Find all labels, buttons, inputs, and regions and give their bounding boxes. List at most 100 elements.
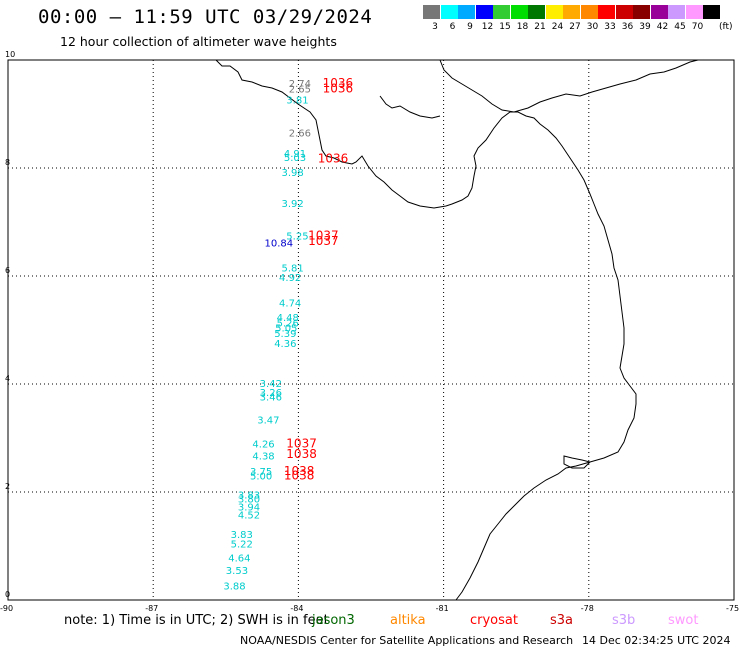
lat-lon-grid <box>8 60 734 600</box>
coastline <box>215 59 699 601</box>
legend-label: 42 <box>656 22 669 32</box>
wave-height-value: 3.47 <box>257 416 279 427</box>
legend-swatch <box>510 5 528 19</box>
legend-swatch <box>563 5 580 19</box>
wave-height-value: 2.74 <box>289 79 311 90</box>
legend-swatch <box>545 5 563 19</box>
island-outline <box>563 455 591 469</box>
legend-swatch <box>458 5 475 19</box>
wave-height-value: 2.66 <box>289 128 311 139</box>
wave-height-value: 3.42 <box>260 379 282 390</box>
legend-swatch <box>598 5 615 19</box>
map-title: 00:00 – 11:59 UTC 03/29/2024 <box>38 6 373 28</box>
lon-tick-label: -90 <box>0 604 14 613</box>
wave-height-value: 5.25 <box>286 232 308 243</box>
wave-height-value: 3.94 <box>238 503 260 514</box>
wave-height-value: 3.80 <box>238 494 260 505</box>
wave-height-value: 5.03 <box>284 153 306 164</box>
legend-label: 33 <box>604 22 616 32</box>
legend-swatch <box>440 5 458 19</box>
legend-swatch <box>615 5 633 19</box>
lon-tick-label: -84 <box>290 604 304 613</box>
wave-height-value: 3.75 <box>250 467 272 478</box>
wave-height-value: 3.98 <box>281 168 303 179</box>
legend-unit: (ft) <box>719 22 733 32</box>
legend-swatch <box>633 5 650 19</box>
satellite-label-swot: swot <box>668 613 699 628</box>
lat-tick-label: 4 <box>5 374 11 383</box>
legend-swatch <box>423 5 440 19</box>
wave-height-value: 5.26 <box>277 318 299 329</box>
wave-height-value: 5.39 <box>274 329 296 340</box>
wave-height-value: 3.26 <box>260 388 282 399</box>
satellite-label-s3b: s3b <box>612 613 636 628</box>
footer-note: note: 1) Time is in UTC; 2) SWH is in fe… <box>64 613 329 628</box>
wave-height-value: 4.64 <box>228 553 250 564</box>
legend-swatch <box>528 5 545 19</box>
wave-height-value: 3.92 <box>281 199 303 210</box>
wave-height-labels: 2.742.653.81 2.66 4.915.03 3.98 3.92 5.2510.8… <box>223 76 353 592</box>
pressure-value: 1036 <box>323 82 354 96</box>
wave-height-value: 10.84 <box>265 239 294 250</box>
wave-height-value: 5.81 <box>281 263 303 274</box>
legend-label: 39 <box>639 22 651 32</box>
legend-label: 3 <box>432 22 438 32</box>
wave-height-value: 3.88 <box>223 581 245 592</box>
pressure-value: 1037 <box>308 229 339 243</box>
bay-shoreline <box>379 95 441 119</box>
wave-height-value: 5.22 <box>231 539 253 550</box>
legend-swatch <box>580 5 598 19</box>
satellite-label-altika: altika <box>390 613 426 628</box>
legend-label: 21 <box>534 22 546 32</box>
satellite-label-jason3: jason3 <box>312 613 355 628</box>
legend-label: 30 <box>586 22 599 32</box>
pressure-value: 1037 <box>286 436 317 450</box>
lat-tick-label: 6 <box>5 266 11 275</box>
legend-label: 36 <box>621 22 634 32</box>
wave-height-value: 3.81 <box>286 95 308 106</box>
wave-height-value: 4.92 <box>279 273 301 284</box>
satellite-label-s3a: s3a <box>550 613 574 628</box>
legend-label: 15 <box>499 22 511 32</box>
wave-height-value: 3.83 <box>238 491 260 502</box>
wave-height-value: 4.36 <box>274 339 296 350</box>
credit-line: NOAA/NESDIS Center for Satellite Applica… <box>240 634 574 647</box>
wave-height-value: 5.05 <box>275 323 297 334</box>
legend-swatch <box>685 5 703 19</box>
legend-label: 45 <box>674 22 686 32</box>
legend-label: 27 <box>569 22 581 32</box>
wave-height-value: 3.83 <box>231 530 253 541</box>
lat-tick-label: 0 <box>5 590 11 599</box>
legend-label: 12 <box>481 22 494 32</box>
lat-tick-label: 10 <box>5 50 16 59</box>
lon-tick-label: -75 <box>726 604 740 613</box>
legend-label: 24 <box>551 22 564 32</box>
wave-height-value: 4.38 <box>252 451 274 462</box>
pressure-value: 1038 <box>284 468 315 482</box>
legend-label: 9 <box>467 22 473 32</box>
map-frame <box>7 59 735 601</box>
legend-label: 6 <box>449 22 456 32</box>
legend-swatch <box>668 5 685 19</box>
lat-tick-label: 2 <box>5 482 11 491</box>
wave-height-value: 2.65 <box>289 85 311 96</box>
map-subtitle: 12 hour collection of altimeter wave hei… <box>60 34 337 49</box>
legend-swatch <box>703 5 720 19</box>
pressure-value: 1037 <box>308 234 339 248</box>
caribbean-coast <box>439 59 699 113</box>
legend-label: 70 <box>691 22 704 32</box>
lon-tick-label: -78 <box>580 604 594 613</box>
pressure-value: 1036 <box>323 76 354 90</box>
wave-height-value: 3.53 <box>226 566 248 577</box>
wave-height-value: 3.46 <box>260 392 282 403</box>
lon-tick-label: -81 <box>435 604 449 613</box>
pressure-value: 1036 <box>318 151 349 165</box>
central-america-coast <box>215 59 637 601</box>
generation-timestamp: 14 Dec 02:34:25 UTC 2024 <box>582 634 731 647</box>
wave-height-value: 4.52 <box>238 511 260 522</box>
wave-height-value: 5.00 <box>250 471 272 482</box>
legend-swatch <box>475 5 493 19</box>
legend-swatch <box>650 5 668 19</box>
wave-height-value: 4.91 <box>284 149 306 160</box>
